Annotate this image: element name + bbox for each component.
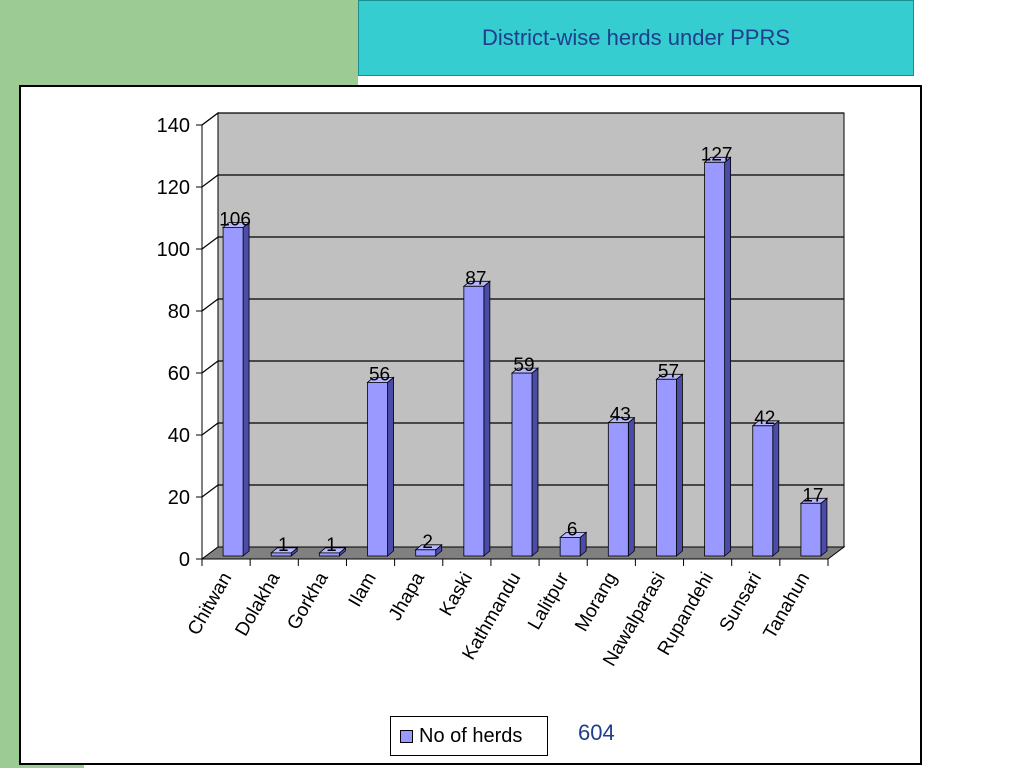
bar-side: [627, 416, 635, 557]
title-banner: District-wise herds under PPRS: [358, 0, 914, 76]
decorative-green-strip-left: [0, 0, 20, 768]
data-label: 43: [610, 405, 631, 426]
gridline: [201, 112, 844, 126]
bar: [511, 372, 533, 557]
x-tick-label: Lalitpur: [524, 568, 574, 633]
bar: [752, 425, 774, 557]
gridline: [201, 174, 844, 188]
data-label: 42: [754, 408, 775, 429]
data-label: 2: [422, 532, 433, 553]
data-label: 59: [513, 355, 534, 376]
legend-label: No of herds: [419, 724, 523, 747]
bar: [318, 552, 340, 557]
x-tick-label: Gorkha: [283, 569, 333, 634]
y-tick-label: 20: [168, 487, 190, 509]
bar: [800, 502, 822, 557]
gridline: [201, 484, 844, 498]
x-tick-label: Dolakha: [232, 569, 285, 640]
x-tick-label: Kaski: [436, 569, 477, 620]
data-label: 87: [465, 268, 486, 289]
x-tick-label: Jhapa: [385, 569, 429, 625]
bar: [463, 285, 485, 557]
legend-swatch: [400, 729, 413, 743]
slide-title: District-wise herds under PPRS: [481, 25, 791, 50]
y-tick-label: 60: [168, 363, 190, 385]
chart-frame: 0 20 40 60 80 100 120 140 106 Chitwan 1 Dolakha 1 Gor…: [19, 85, 922, 765]
data-label: 1: [278, 535, 289, 556]
bar: [559, 536, 581, 557]
y-tick-label: 0: [179, 549, 190, 571]
bar-chart: 0 20 40 60 80 100 120 140 106 Chitwan 1 Dolakha 1 Gor…: [157, 112, 846, 670]
y-tick-label: 120: [157, 177, 190, 199]
decorative-green-block-top: [0, 0, 358, 86]
bar: [270, 552, 292, 557]
x-tick-label: Tanahun: [760, 569, 815, 643]
gridline: [201, 360, 844, 374]
data-label: 56: [369, 364, 390, 385]
bar-side: [387, 376, 394, 557]
bar: [367, 381, 388, 557]
data-label: 57: [658, 361, 679, 382]
decorative-green-block-bottom: [20, 762, 84, 768]
x-tick-label: Ilam: [345, 569, 381, 611]
bar-side: [772, 419, 780, 557]
bar-side: [676, 373, 683, 557]
plot-side-wall: [201, 112, 219, 560]
bar-side: [820, 497, 828, 557]
chart-legend: No of herds: [390, 716, 548, 756]
data-label: 1: [326, 535, 337, 556]
data-label: 127: [701, 144, 733, 165]
data-label: 17: [802, 485, 823, 506]
bar-side: [531, 367, 539, 557]
x-tick-label: Chitwan: [184, 569, 237, 639]
y-tick-label: 140: [157, 115, 190, 137]
y-tick-label: 40: [168, 425, 190, 447]
bar: [607, 422, 629, 557]
gridline: [201, 298, 844, 312]
bar-side: [724, 156, 732, 557]
y-tick-label: 80: [168, 301, 190, 323]
gridline: [201, 422, 844, 436]
bar: [222, 226, 244, 557]
herd-total: 604: [578, 720, 615, 745]
bar-side: [483, 280, 491, 557]
data-label: 6: [567, 519, 578, 540]
gridline: [201, 236, 844, 250]
bar: [704, 161, 726, 557]
data-label: 106: [219, 209, 251, 230]
x-tick-label: Morang: [571, 569, 621, 635]
y-tick-label: 100: [157, 239, 190, 261]
bar: [656, 378, 677, 557]
bar: [415, 549, 437, 557]
x-tick-label: Sunsari: [716, 569, 766, 635]
bar-side: [242, 221, 250, 557]
